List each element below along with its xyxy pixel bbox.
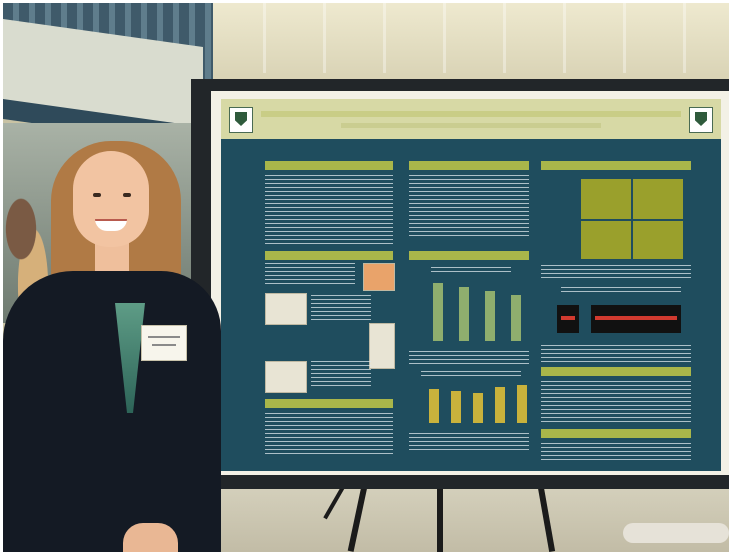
figure-title	[561, 287, 681, 293]
university-logo-left-icon	[229, 107, 253, 133]
chart-bar	[433, 283, 443, 341]
section-header	[265, 399, 393, 408]
stand-leg-center	[437, 481, 443, 552]
chart-caption	[409, 351, 529, 365]
poster-header	[221, 99, 721, 139]
section-text	[541, 443, 691, 463]
badge-line	[148, 336, 180, 338]
badge-line	[152, 344, 176, 346]
chart-bar	[451, 391, 461, 423]
section-text	[541, 381, 691, 423]
chart-title	[431, 267, 511, 273]
poster-title	[261, 111, 681, 117]
section-header	[541, 429, 691, 438]
ceiling-lights	[203, 3, 729, 73]
section-text	[265, 413, 393, 457]
figure-caption	[541, 265, 691, 279]
figure-caption	[541, 345, 691, 363]
person-eye	[123, 193, 131, 197]
poster-authors	[341, 123, 601, 128]
person-face	[73, 151, 149, 247]
photo	[3, 3, 729, 552]
section-header	[541, 161, 691, 170]
chart-bar	[473, 393, 483, 423]
chart-bar	[511, 295, 521, 341]
micrograph-panel	[633, 221, 683, 259]
chart-bar	[517, 385, 527, 423]
section-text	[409, 175, 529, 237]
figure-diagram	[265, 361, 307, 393]
person-smile	[95, 219, 127, 231]
chart-bar	[429, 389, 439, 423]
figure-diagram	[265, 293, 307, 325]
section-header	[265, 161, 393, 170]
poster-tube	[623, 523, 729, 543]
western-blot	[557, 305, 579, 333]
name-badge	[141, 325, 187, 361]
section-text	[311, 295, 371, 323]
section-header	[409, 161, 529, 170]
section-header	[541, 367, 691, 376]
chart-caption	[409, 433, 529, 453]
figure-image	[363, 263, 395, 291]
research-poster	[221, 99, 721, 471]
chart-bar	[495, 387, 505, 423]
university-logo-right-icon	[689, 107, 713, 133]
person-eye	[93, 193, 101, 197]
micrograph-panel	[633, 179, 683, 219]
person-hand	[123, 523, 178, 552]
chart-title	[421, 371, 521, 379]
section-header	[265, 251, 393, 260]
section-text	[265, 175, 393, 245]
chart-bar	[459, 287, 469, 341]
person-jacket	[3, 271, 221, 552]
section-header	[409, 251, 529, 260]
chart-bar	[485, 291, 495, 341]
section-text	[311, 361, 371, 389]
figure-diagram	[369, 323, 395, 369]
western-blot	[591, 305, 681, 333]
micrograph-panel	[581, 221, 631, 259]
micrograph-panel	[581, 179, 631, 219]
section-text	[265, 263, 355, 287]
